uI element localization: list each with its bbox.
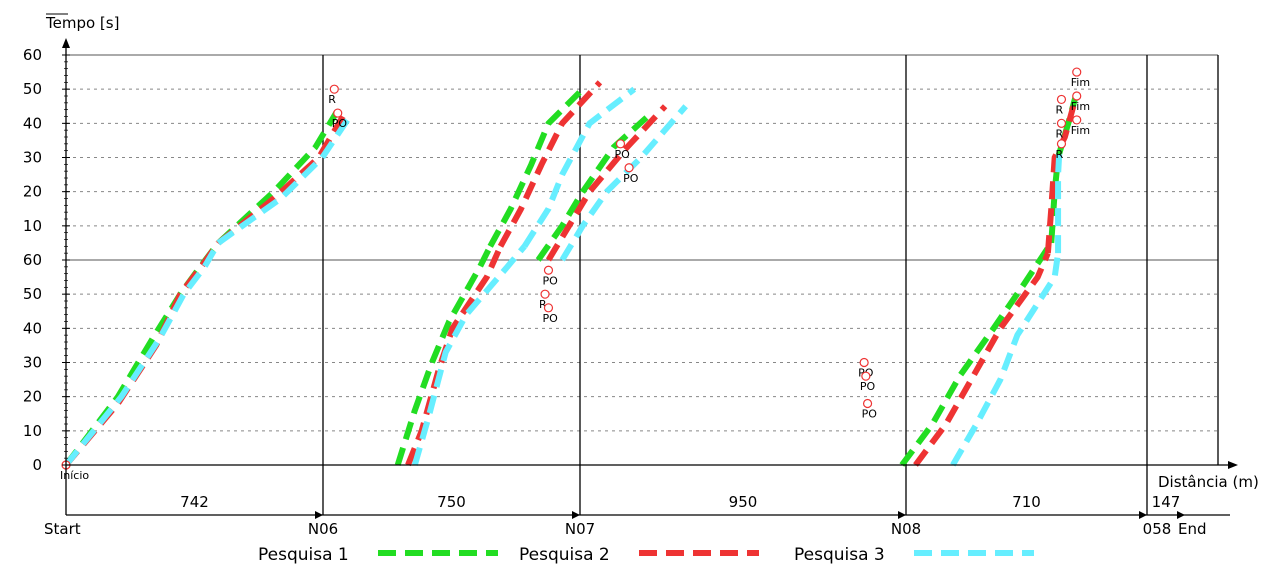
y-tick-label: 30: [23, 149, 42, 167]
segment-distance-label: 950: [729, 493, 758, 511]
marker-point: [862, 398, 873, 409]
node-arrow: [1139, 511, 1147, 519]
marker-label: R: [1055, 148, 1063, 161]
series-line-pesquisa-1: [487, 87, 585, 248]
marker-label: PO: [542, 312, 558, 325]
node-label: End: [1178, 520, 1207, 538]
y-tick-label: 50: [23, 80, 42, 98]
marker-point: [1056, 94, 1067, 105]
segment-distance-label: 710: [1012, 493, 1041, 511]
series-lines: [63, 80, 1079, 467]
marker-label: R: [328, 93, 336, 106]
node-arrow: [1177, 511, 1185, 519]
marker-label: PO: [862, 408, 878, 421]
markers: InícioRPOPOPOPORPOPOPOPOFimFimFimRRR: [60, 67, 1090, 482]
marker-point: [1072, 91, 1082, 101]
series-line-pesquisa-3: [63, 241, 221, 467]
marker-label: Fim: [1071, 100, 1090, 113]
y-axis-label: Tempo [s]: [45, 14, 119, 32]
marker-point: [1072, 67, 1082, 77]
series-line-pesquisa-2: [497, 80, 603, 248]
y-axis-arrow: [62, 38, 70, 48]
legend: Pesquisa 1 Pesquisa 2 Pesquisa 3: [258, 545, 1034, 565]
legend-label: Pesquisa 1: [258, 545, 349, 565]
marker-point: [859, 357, 869, 368]
series-line-pesquisa-2: [913, 251, 1051, 467]
node-label: N07: [565, 520, 595, 538]
series-line-pesquisa-3: [1055, 150, 1063, 254]
legend-label: Pesquisa 3: [794, 545, 885, 565]
node-label: N08: [891, 520, 921, 538]
series-line-pesquisa-3: [950, 252, 1062, 467]
marker-point: [861, 371, 871, 381]
y-tick-label: 30: [23, 354, 42, 372]
marker-label: PO: [542, 274, 558, 287]
marker-label: Início: [60, 469, 89, 482]
y-tick-label: 40: [23, 114, 42, 132]
y-tick-label: 20: [23, 183, 42, 201]
marker-point: [1056, 139, 1067, 149]
marker-point: [543, 303, 554, 313]
node-label: N06: [308, 520, 338, 538]
y-tick-label: 0: [32, 456, 42, 474]
x-axis-arrow: [1228, 461, 1238, 469]
marker-point: [333, 108, 343, 118]
grid: [66, 54, 1219, 515]
marker-label: PO: [623, 172, 639, 185]
series-line-pesquisa-3: [411, 244, 527, 466]
y-tick-label: 50: [23, 285, 42, 303]
marker-label: Fim: [1071, 76, 1090, 89]
y-tick-label: 10: [23, 422, 42, 440]
series-line-pesquisa-1: [394, 244, 493, 466]
marker-label: R: [1055, 103, 1063, 116]
series-line-pesquisa-2: [545, 104, 668, 262]
marker-point: [624, 163, 634, 173]
y-tick-label: 40: [23, 319, 42, 337]
marker-point: [615, 139, 626, 149]
node-label: 058: [1143, 520, 1172, 538]
node-label: Start: [44, 520, 81, 538]
axes: Tempo [s] Distância (m) 0 10 20 30 40 50 60 10 20 3…: [23, 13, 1259, 538]
marker-label: R: [539, 298, 547, 311]
series-line-pesquisa-1: [216, 111, 339, 246]
marker-label: PO: [332, 117, 348, 130]
series-line-pesquisa-3: [521, 86, 637, 248]
series-line-pesquisa-3: [216, 114, 353, 246]
segment-distance-label: 742: [180, 493, 209, 511]
marker-label: Fim: [1071, 124, 1090, 137]
y-tick-label: 20: [23, 388, 42, 406]
marker-point: [540, 289, 550, 299]
node-arrow: [572, 511, 580, 519]
marker-point: [543, 265, 554, 275]
y-tick-label: 60: [23, 46, 42, 64]
y-tick-label: 10: [23, 217, 42, 235]
series-line-pesquisa-1: [535, 110, 654, 262]
segment-distance-label: 147: [1152, 493, 1181, 511]
series-line-pesquisa-3: [559, 104, 688, 262]
legend-label: Pesquisa 2: [519, 545, 610, 565]
segment-distance-label: 750: [437, 493, 466, 511]
marker-label: PO: [860, 380, 876, 393]
node-arrow: [898, 511, 906, 519]
marker-point: [329, 84, 339, 94]
node-arrow: [315, 511, 323, 519]
x-axis-label: Distância (m): [1158, 473, 1259, 491]
marker-label: R: [1055, 127, 1063, 140]
marker-label: PO: [614, 148, 630, 161]
series-line-pesquisa-2: [1044, 105, 1077, 254]
series-line-pesquisa-1: [899, 241, 1054, 467]
marker-point: [1056, 118, 1067, 128]
y-tick-label: 60: [23, 251, 42, 269]
marker-point: [1072, 115, 1082, 125]
